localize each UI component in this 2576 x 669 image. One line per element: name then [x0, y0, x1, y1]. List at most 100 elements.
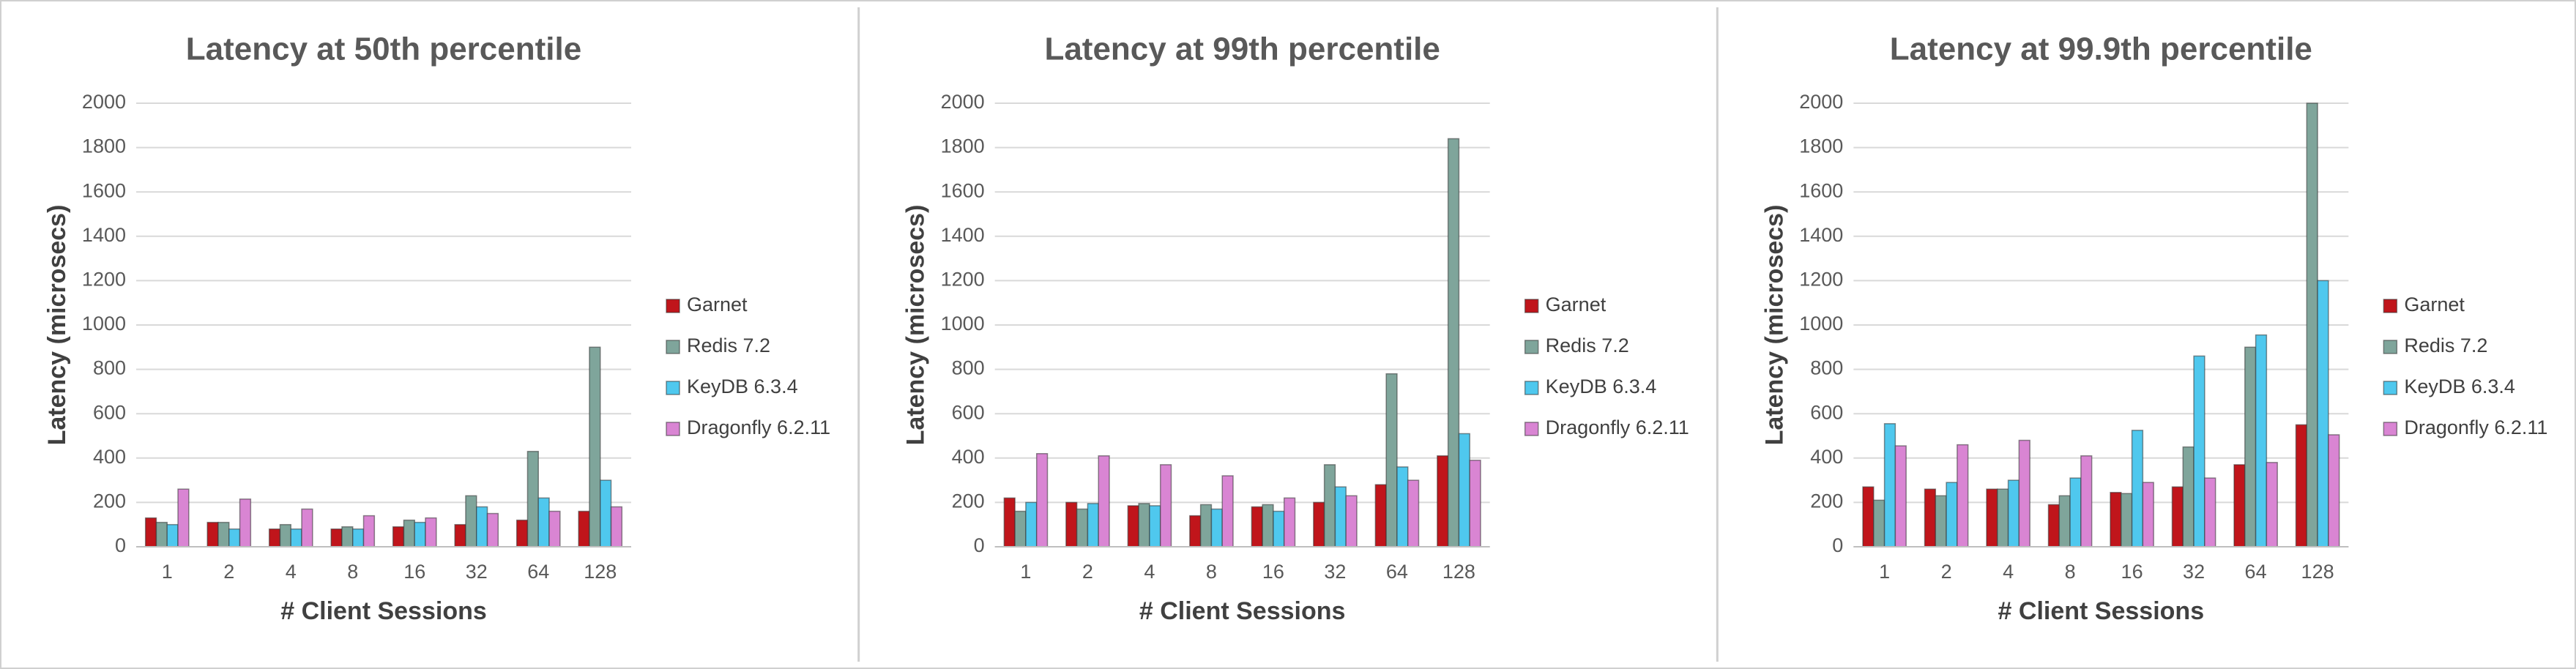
bar: [1946, 482, 1958, 547]
bar: [1199, 504, 1213, 547]
chart-title: Latency at 50th percentile: [186, 31, 581, 67]
y-tick-label: 400: [93, 446, 126, 468]
bar: [515, 519, 529, 547]
bar: [1149, 505, 1161, 547]
y-tick-label: 1600: [941, 179, 985, 201]
bar: [144, 517, 157, 547]
bar: [2306, 102, 2318, 547]
legend-label: KeyDB 6.3.4: [2404, 375, 2515, 397]
x-tick-label: 16: [403, 561, 425, 583]
y-tick-label: 1200: [941, 269, 985, 291]
y-tick-label: 1000: [941, 313, 985, 334]
y-tick-label: 1600: [1799, 179, 1843, 201]
y-axis-label: Latency (microsecs): [902, 205, 930, 446]
y-tick-label: 1400: [82, 224, 126, 246]
y-tick-label: 1000: [82, 313, 126, 334]
bar: [1957, 444, 1969, 547]
x-tick-label: 32: [1324, 561, 1346, 583]
y-tick-label: 200: [1810, 490, 1843, 512]
bar: [425, 517, 437, 547]
bar: [1345, 495, 1358, 547]
bar: [537, 497, 550, 547]
bar: [392, 526, 405, 547]
legend-swatch: [666, 422, 680, 436]
bar: [2131, 430, 2144, 547]
bar: [1894, 445, 1907, 547]
bar: [290, 528, 302, 547]
bar: [1035, 452, 1049, 547]
bar: [2110, 492, 2122, 547]
legend-swatch: [2383, 381, 2398, 395]
bar: [1189, 515, 1202, 547]
legend-swatch: [1524, 422, 1539, 436]
legend-swatch: [1524, 299, 1539, 313]
bar: [1087, 503, 1099, 547]
bar: [1065, 501, 1078, 547]
bar: [526, 450, 540, 547]
x-axis-label: # Client Sessions: [1139, 597, 1346, 625]
bar: [1025, 501, 1038, 547]
x-tick-label: 128: [2301, 561, 2334, 583]
bar: [1076, 508, 1089, 547]
x-tick-label: 4: [286, 561, 297, 583]
y-tick-label: 200: [93, 490, 126, 512]
y-axis-label: Latency (microsecs): [43, 205, 71, 446]
bar: [2328, 434, 2340, 547]
bar: [1873, 499, 1886, 547]
bar: [2233, 464, 2246, 547]
bar: [600, 479, 612, 547]
y-tick-label: 800: [1810, 357, 1843, 379]
bar: [1997, 488, 2009, 547]
bar: [476, 506, 488, 547]
bar: [1447, 138, 1460, 547]
bar: [1437, 455, 1449, 547]
y-tick-label: 800: [952, 357, 985, 379]
x-tick-label: 64: [527, 561, 549, 583]
bar: [1138, 503, 1150, 547]
x-axis-label: # Client Sessions: [280, 597, 487, 625]
bar: [1385, 373, 1398, 547]
bar: [155, 521, 168, 547]
y-tick-label: 600: [93, 401, 126, 423]
bar: [1986, 488, 1998, 547]
y-tick-label: 600: [1810, 401, 1843, 423]
bar: [578, 510, 590, 547]
bar: [1862, 486, 1875, 547]
x-tick-label: 32: [466, 561, 488, 583]
bar: [1935, 495, 1947, 547]
bar: [239, 498, 252, 547]
legend-label: Redis 7.2: [1546, 334, 1629, 356]
bar: [1210, 508, 1223, 547]
bar: [1127, 505, 1139, 547]
legend-swatch: [1524, 340, 1539, 354]
legend-label: Dragonfly 6.2.11: [687, 416, 830, 438]
legend-label: Garnet: [2404, 294, 2465, 315]
bar: [1283, 497, 1296, 547]
bar: [403, 519, 416, 547]
y-tick-label: 0: [974, 534, 985, 556]
y-tick-label: 1800: [941, 135, 985, 157]
bar: [1396, 466, 1409, 547]
bar: [228, 528, 241, 547]
y-tick-label: 1200: [82, 269, 126, 291]
bar: [1458, 433, 1470, 547]
bar: [414, 521, 426, 547]
x-tick-label: 2: [1941, 561, 1952, 583]
y-tick-label: 2000: [941, 91, 985, 113]
bar: [1334, 486, 1347, 547]
bar: [2317, 280, 2329, 547]
bar: [1313, 501, 1325, 547]
chart-panel: Latency at 99.9th percentile Latency (mic…: [1716, 7, 2547, 662]
chart-panel: Latency at 50th percentile Latency (micro…: [43, 31, 830, 625]
x-tick-label: 8: [347, 561, 358, 583]
bar: [1262, 504, 1274, 547]
bar: [1883, 423, 1896, 547]
legend-swatch: [666, 299, 680, 313]
y-tick-label: 1200: [1799, 269, 1843, 291]
bar: [2142, 482, 2154, 547]
x-tick-label: 2: [223, 561, 234, 583]
legend-label: Garnet: [687, 294, 748, 315]
bar: [2266, 462, 2278, 547]
x-tick-label: 16: [1262, 561, 1284, 583]
bar: [206, 521, 219, 547]
